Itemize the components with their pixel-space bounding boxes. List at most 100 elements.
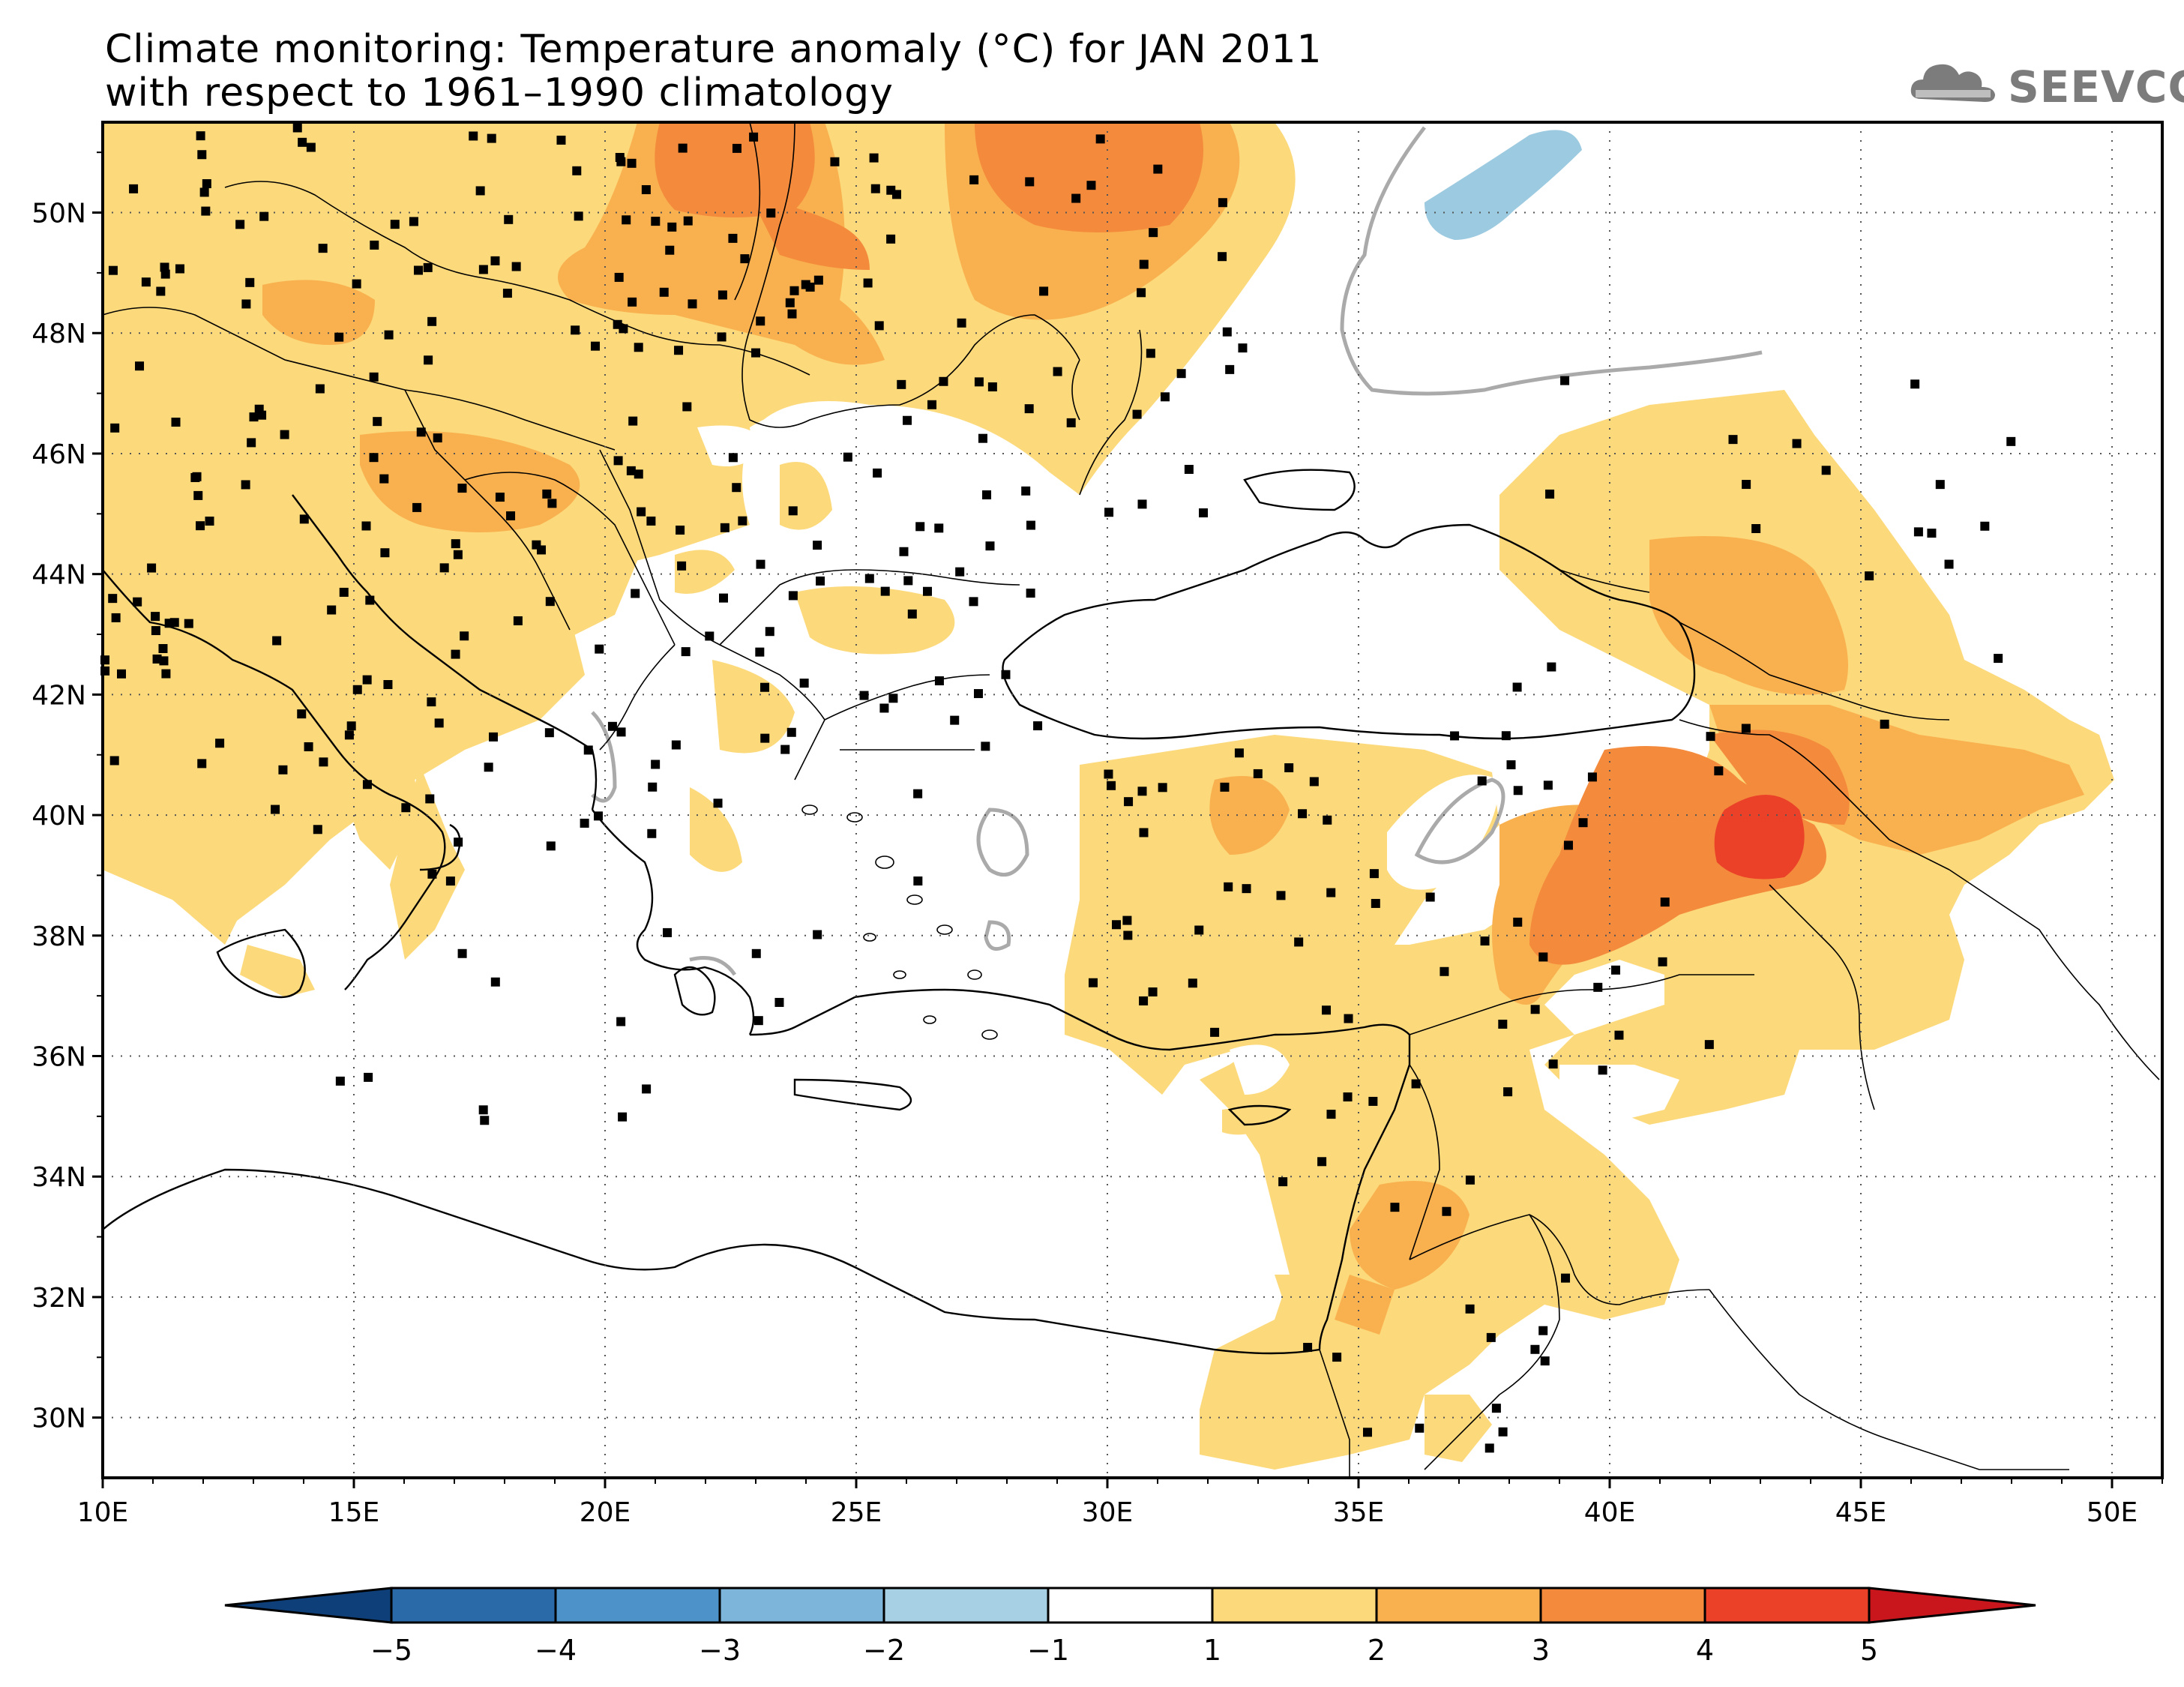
station-marker — [370, 240, 379, 250]
station-marker — [201, 206, 211, 216]
station-marker — [135, 361, 145, 371]
colorbar-label: 3 — [1532, 1634, 1550, 1667]
y-tick-label: 30N — [31, 1404, 86, 1434]
station-marker — [780, 745, 790, 754]
y-tick-label: 42N — [31, 680, 86, 711]
station-marker — [235, 220, 245, 229]
station-marker — [384, 330, 394, 340]
colorbar-segment — [1703, 1587, 1871, 1624]
station-marker — [718, 290, 727, 300]
y-tick-label: 50N — [31, 199, 86, 229]
station-marker — [412, 502, 422, 512]
station-marker — [788, 506, 798, 516]
station-marker — [1415, 1423, 1425, 1433]
colorbar-high-arrow — [1868, 1587, 2036, 1624]
station-marker — [665, 245, 675, 255]
station-marker — [728, 233, 738, 243]
station-marker — [1095, 134, 1105, 144]
station-marker — [1362, 1428, 1372, 1437]
station-marker — [774, 997, 784, 1007]
station-marker — [1188, 978, 1197, 988]
station-marker — [789, 286, 799, 295]
station-marker — [786, 727, 796, 737]
station-marker — [1714, 766, 1724, 776]
station-marker — [613, 456, 623, 466]
station-marker — [595, 644, 604, 654]
station-marker — [907, 609, 917, 619]
station-marker — [1751, 523, 1761, 533]
station-marker — [108, 594, 118, 604]
station-marker — [247, 438, 256, 448]
station-marker — [1503, 1087, 1513, 1097]
station-marker — [427, 697, 436, 707]
station-marker — [379, 474, 389, 484]
station-marker — [717, 332, 727, 342]
station-marker — [110, 423, 120, 433]
station-marker — [193, 490, 203, 500]
y-tick-label: 38N — [31, 921, 86, 952]
station-marker — [504, 214, 514, 224]
station-marker — [334, 332, 344, 342]
station-marker — [1218, 198, 1227, 208]
station-marker — [756, 559, 765, 569]
station-marker — [1442, 1206, 1452, 1216]
station-marker — [502, 289, 512, 298]
station-marker — [175, 264, 184, 274]
seevccc-logo: SEEVCCC — [1907, 52, 2184, 112]
station-marker — [572, 166, 582, 175]
station-marker — [1547, 662, 1556, 672]
station-marker — [913, 789, 923, 799]
station-marker — [1253, 769, 1263, 778]
station-marker — [927, 400, 937, 409]
station-marker — [1104, 508, 1114, 517]
station-marker — [751, 348, 761, 358]
station-marker — [766, 208, 776, 218]
station-marker — [651, 760, 661, 769]
station-marker — [544, 728, 554, 738]
station-marker — [241, 480, 250, 490]
station-marker — [545, 597, 555, 607]
chart-title-line-1: Climate monitoring: Temperature anomaly … — [105, 27, 1323, 72]
station-marker — [1210, 1027, 1220, 1037]
colorbar-segment — [1539, 1587, 1706, 1624]
station-marker — [987, 382, 997, 391]
station-marker — [634, 469, 643, 479]
station-marker — [304, 742, 313, 751]
station-marker — [475, 186, 485, 196]
station-marker — [365, 595, 375, 605]
x-tick-label: 35E — [1333, 1497, 1385, 1528]
x-tick-label: 45E — [1835, 1497, 1887, 1528]
station-marker — [335, 1076, 345, 1086]
station-marker — [1001, 670, 1011, 679]
station-marker — [751, 948, 761, 958]
station-marker — [1148, 987, 1158, 996]
station-marker — [1390, 1203, 1400, 1212]
station-marker — [1026, 520, 1035, 530]
station-marker — [1369, 869, 1379, 879]
country-borders — [103, 122, 2160, 1477]
station-marker — [511, 262, 521, 271]
station-marker — [902, 415, 912, 425]
station-marker — [1343, 1092, 1353, 1102]
station-marker — [478, 1105, 488, 1115]
station-marker — [816, 576, 825, 586]
station-marker — [480, 1116, 490, 1125]
station-marker — [546, 841, 556, 851]
station-marker — [319, 757, 328, 767]
station-marker — [278, 765, 288, 775]
station-marker — [1545, 489, 1555, 499]
station-marker — [215, 739, 225, 748]
station-marker — [888, 694, 898, 703]
station-marker — [1309, 777, 1319, 787]
station-marker — [254, 404, 264, 414]
station-marker — [1225, 364, 1235, 374]
station-marker — [732, 483, 741, 493]
colorbar-label: 5 — [1860, 1634, 1878, 1667]
station-marker — [651, 217, 661, 226]
station-marker — [1538, 952, 1548, 962]
station-marker — [1506, 760, 1516, 770]
station-marker — [934, 523, 944, 533]
station-marker — [1132, 409, 1142, 419]
station-marker — [1176, 369, 1186, 379]
station-marker — [259, 211, 269, 221]
